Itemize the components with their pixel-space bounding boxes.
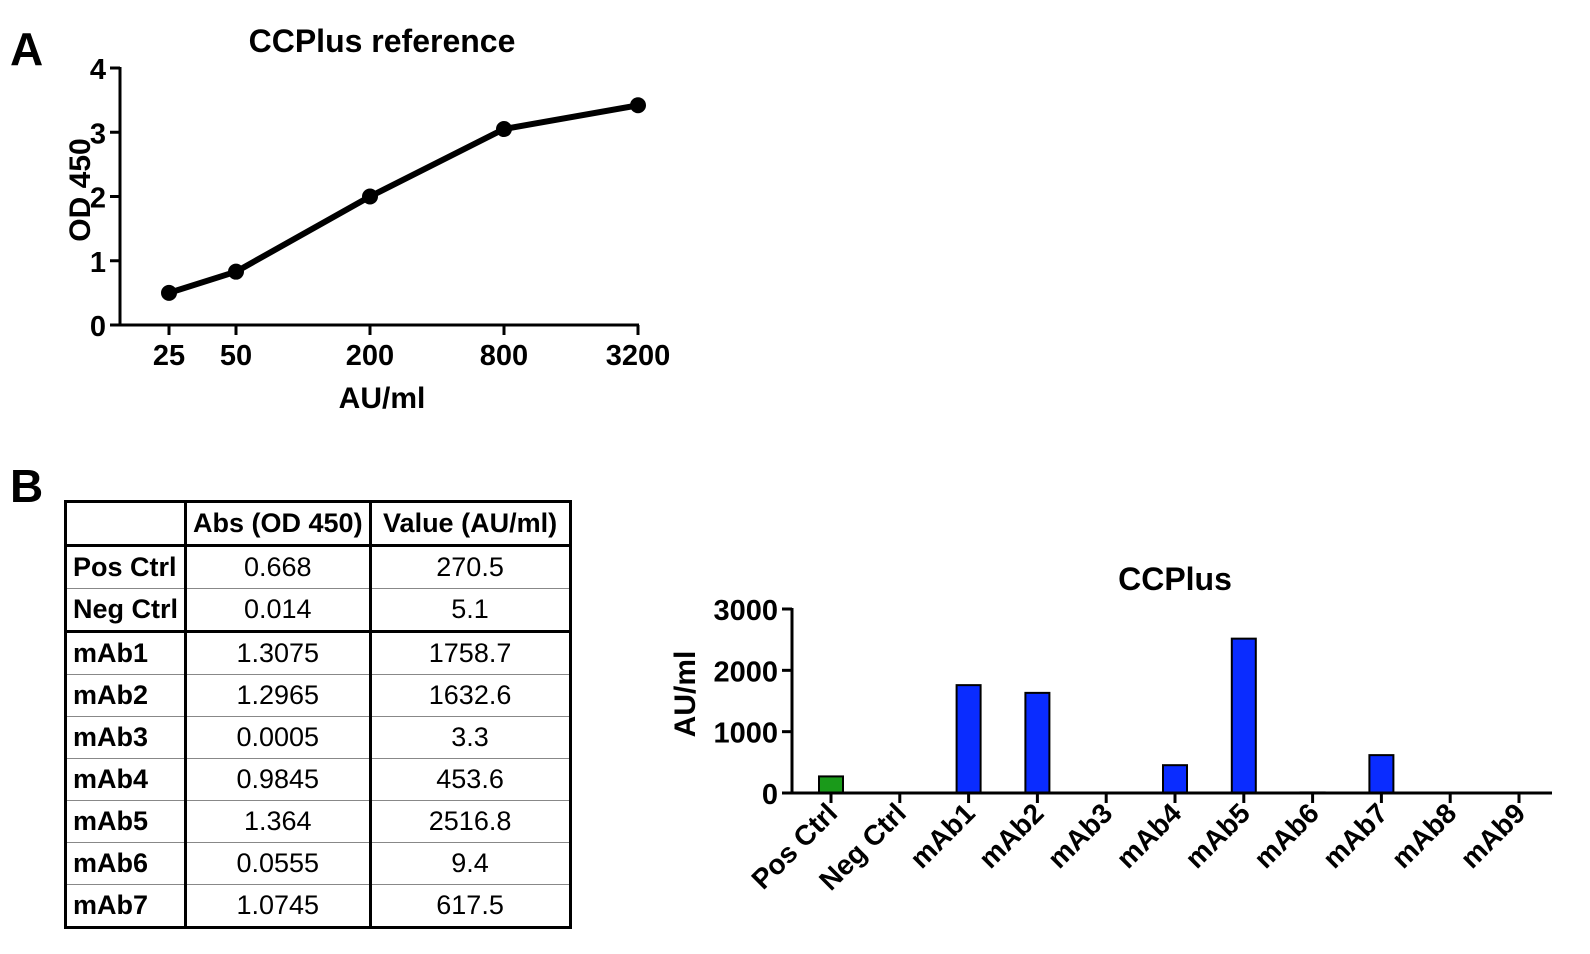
chart-title: CCPlus — [1118, 561, 1232, 597]
table-cell-abs: 0.668 — [185, 545, 372, 589]
y-tick-label: 0 — [762, 779, 778, 811]
table-cell-abs: 1.2965 — [185, 674, 372, 717]
x-tick-label: 200 — [346, 340, 394, 372]
data-point — [630, 97, 646, 114]
table-cell-value: 1632.6 — [369, 674, 571, 717]
x-tick-label: Pos Ctrl — [745, 797, 843, 895]
table-cell-value: 3.3 — [369, 716, 571, 759]
x-tick-label: 50 — [220, 340, 252, 372]
bar — [1368, 754, 1395, 794]
table-row-label: mAb7 — [64, 884, 188, 928]
bar — [1230, 637, 1257, 795]
bar — [1162, 764, 1188, 794]
table-cell-abs: 0.014 — [185, 588, 372, 633]
table-header-row: Abs (OD 450) Value (AU/ml) — [64, 501, 571, 547]
x-tick-label: 25 — [153, 340, 185, 372]
x-axis-label: AU/ml — [339, 382, 426, 415]
y-tick-label: 2000 — [713, 656, 778, 688]
table-cell-abs: 1.364 — [185, 800, 372, 843]
table-row-label: mAb1 — [64, 631, 188, 675]
table-row: mAb6 0.0555 9.4 — [64, 842, 571, 885]
table-row: Neg Ctrl 0.014 5.1 — [64, 588, 571, 633]
y-tick-label: 1000 — [713, 718, 778, 750]
bar — [1024, 691, 1051, 794]
table-row: Pos Ctrl 0.668 270.5 — [64, 545, 571, 589]
y-axis-label: OD 450 — [64, 138, 97, 241]
table-row: mAb1 1.3075 1758.7 — [64, 631, 571, 675]
table-cell-value: 270.5 — [369, 545, 571, 589]
table-cell-abs: 1.3075 — [185, 631, 372, 675]
table-cell-value: 2516.8 — [369, 800, 571, 843]
data-point — [362, 188, 378, 205]
table-header-cell: Abs (OD 450) — [185, 501, 372, 547]
table-cell-abs: 0.0555 — [185, 842, 372, 885]
table-row-label: Neg Ctrl — [64, 588, 188, 633]
bar — [955, 684, 982, 794]
y-tick-label: 3 — [90, 118, 106, 150]
x-tick-label: mAb8 — [1386, 797, 1463, 874]
bar — [818, 775, 844, 795]
y-tick-label: 3000 — [713, 595, 778, 627]
table-cell-value: 453.6 — [369, 758, 571, 801]
x-tick-label: 800 — [480, 340, 528, 372]
table-header-cell — [64, 501, 188, 547]
table-row: mAb5 1.364 2516.8 — [64, 800, 571, 843]
table-cell-abs: 0.9845 — [185, 758, 372, 801]
table-cell-abs: 0.0005 — [185, 716, 372, 759]
y-axis-label: AU/ml — [669, 651, 702, 738]
x-tick-label: mAb9 — [1454, 797, 1531, 874]
table-row: mAb7 1.0745 617.5 — [64, 884, 571, 928]
line-chart-ccplus-reference: CCPlus reference 0 1 2 3 4 25 50 200 800 3200 AU/ml… — [64, 23, 671, 415]
x-tick-label: mAb4 — [1110, 797, 1187, 874]
x-tick-label: mAb2 — [973, 797, 1050, 874]
table-row-label: Pos Ctrl — [64, 545, 188, 589]
x-tick-label: Neg Ctrl — [813, 797, 912, 896]
y-tick-label: 0 — [90, 311, 106, 343]
results-table: Abs (OD 450) Value (AU/ml) Pos Ctrl 0.66… — [64, 500, 572, 929]
table-cell-value: 9.4 — [369, 842, 571, 885]
table-row-label: mAb4 — [64, 758, 188, 801]
y-tick-label: 4 — [90, 54, 106, 86]
table-row-label: mAb3 — [64, 716, 188, 759]
table-row-label: mAb2 — [64, 674, 188, 717]
x-tick-label: mAb7 — [1317, 797, 1394, 874]
x-tick-label: mAb1 — [904, 797, 981, 874]
panel-label-a: A — [10, 23, 44, 75]
x-tick-label: mAb6 — [1248, 797, 1325, 874]
bar — [1299, 791, 1326, 794]
table-row-label: mAb6 — [64, 842, 188, 885]
data-point — [161, 284, 177, 301]
table-cell-value: 617.5 — [369, 884, 571, 928]
data-point — [228, 263, 244, 280]
table-cell-value: 5.1 — [369, 588, 571, 633]
table-row-label: mAb5 — [64, 800, 188, 843]
chart-title: CCPlus reference — [249, 23, 516, 59]
table-row: mAb2 1.2965 1632.6 — [64, 674, 571, 717]
x-tick-label: mAb5 — [1179, 797, 1256, 874]
table-row: mAb4 0.9845 453.6 — [64, 758, 571, 801]
x-tick-label: 3200 — [606, 340, 671, 372]
y-tick-label: 2 — [90, 183, 106, 215]
table-row: mAb3 0.0005 3.3 — [64, 716, 571, 759]
y-tick-label: 1 — [90, 247, 106, 279]
data-point — [496, 121, 512, 138]
table-header-cell: Value (AU/ml) — [369, 501, 571, 547]
table-cell-value: 1758.7 — [369, 631, 571, 675]
x-tick-label: mAb3 — [1042, 797, 1119, 874]
panel-label-b: B — [10, 460, 44, 512]
table-cell-abs: 1.0745 — [185, 884, 372, 928]
